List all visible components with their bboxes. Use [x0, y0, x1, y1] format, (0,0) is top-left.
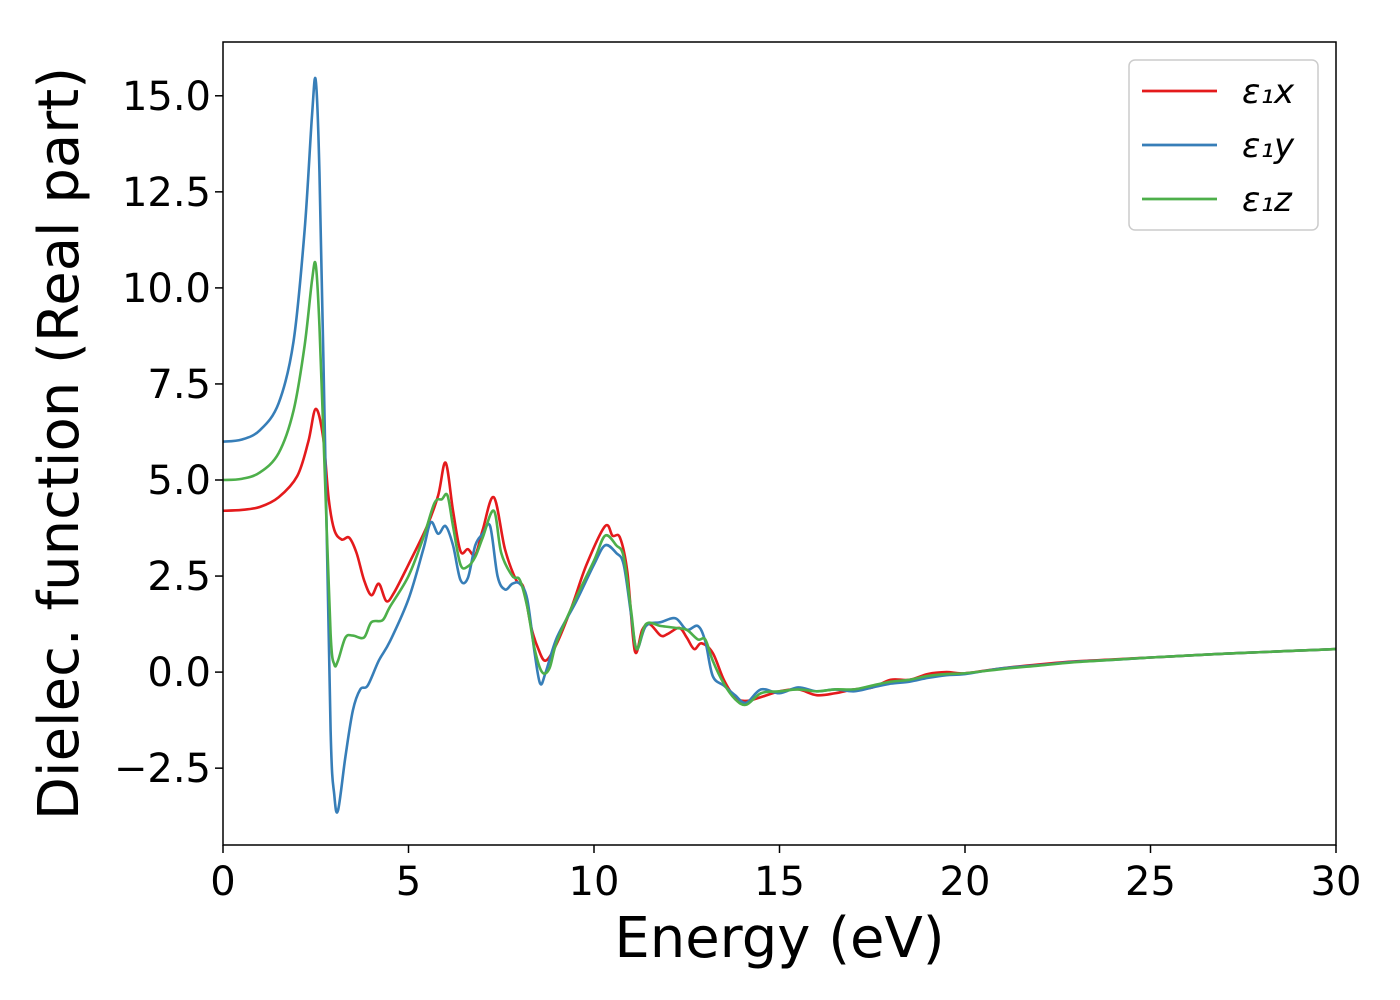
y-tick-label: 7.5	[147, 362, 211, 408]
legend-label-2: ε₁y	[1242, 126, 1295, 166]
y-tick-label: 15.0	[122, 74, 211, 120]
y-tick-label: 2.5	[147, 554, 211, 600]
y-axis-ticks: −2.5 0.0 2.5 5.0 7.5 10.0 12.5 15.0	[114, 74, 223, 792]
x-tick-label: 30	[1311, 859, 1362, 905]
y-tick-label: 5.0	[147, 458, 211, 504]
plot-lines	[223, 76, 1336, 814]
x-axis-ticks: 0 5 10 15 20 25 30	[210, 845, 1361, 905]
y-tick-label: 0.0	[147, 650, 211, 696]
x-tick-label: 15	[754, 859, 805, 905]
x-tick-label: 5	[396, 859, 421, 905]
y-tick-label: −2.5	[114, 746, 211, 792]
x-tick-label: 25	[1125, 859, 1176, 905]
legend-label-3: ε₁z	[1242, 180, 1293, 220]
x-tick-label: 0	[210, 859, 235, 905]
y-axis-title: Dielec. function (Real part)	[27, 67, 92, 820]
y-tick-label: 12.5	[122, 170, 211, 216]
series-line-3	[223, 260, 1336, 707]
series-line-2	[223, 76, 1336, 814]
x-tick-label: 20	[940, 859, 991, 905]
y-tick-label: 10.0	[122, 266, 211, 312]
legend-box	[1128, 59, 1319, 231]
x-tick-label: 10	[569, 859, 620, 905]
legend: ε₁x ε₁y ε₁z	[1128, 59, 1319, 231]
x-axis-title: Energy (eV)	[614, 906, 944, 971]
legend-label-1: ε₁x	[1242, 72, 1295, 112]
